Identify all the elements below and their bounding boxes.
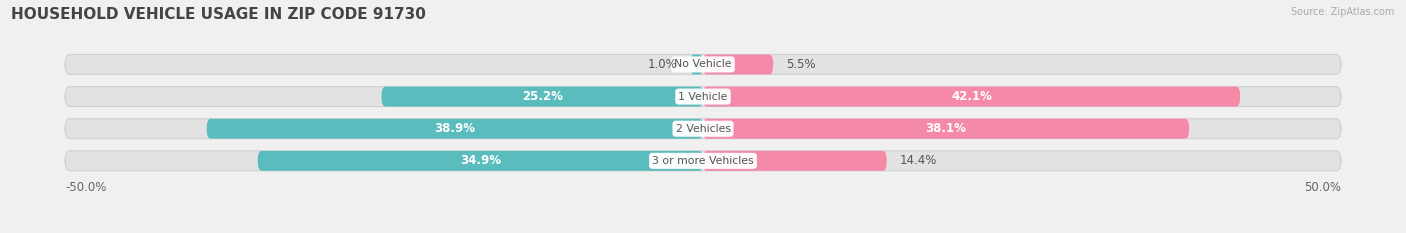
FancyBboxPatch shape — [65, 87, 1341, 106]
Text: No Vehicle: No Vehicle — [675, 59, 731, 69]
FancyBboxPatch shape — [65, 151, 1341, 171]
Text: 25.2%: 25.2% — [522, 90, 562, 103]
Text: Source: ZipAtlas.com: Source: ZipAtlas.com — [1291, 7, 1395, 17]
Text: 38.1%: 38.1% — [925, 122, 966, 135]
Text: HOUSEHOLD VEHICLE USAGE IN ZIP CODE 91730: HOUSEHOLD VEHICLE USAGE IN ZIP CODE 9173… — [11, 7, 426, 22]
FancyBboxPatch shape — [703, 119, 1189, 139]
FancyBboxPatch shape — [703, 151, 887, 171]
Text: 50.0%: 50.0% — [1303, 181, 1341, 194]
Text: 14.4%: 14.4% — [900, 154, 936, 167]
FancyBboxPatch shape — [207, 119, 703, 139]
FancyBboxPatch shape — [703, 55, 773, 74]
FancyBboxPatch shape — [703, 87, 1240, 106]
Text: 3 or more Vehicles: 3 or more Vehicles — [652, 156, 754, 166]
Text: 5.5%: 5.5% — [786, 58, 815, 71]
Text: 1.0%: 1.0% — [648, 58, 678, 71]
FancyBboxPatch shape — [690, 55, 703, 74]
Text: 42.1%: 42.1% — [950, 90, 993, 103]
FancyBboxPatch shape — [257, 151, 703, 171]
Text: 1 Vehicle: 1 Vehicle — [678, 92, 728, 102]
FancyBboxPatch shape — [381, 87, 703, 106]
FancyBboxPatch shape — [65, 119, 1341, 139]
FancyBboxPatch shape — [65, 55, 1341, 74]
Text: -50.0%: -50.0% — [65, 181, 107, 194]
Text: 34.9%: 34.9% — [460, 154, 501, 167]
Text: 2 Vehicles: 2 Vehicles — [675, 124, 731, 134]
Text: 38.9%: 38.9% — [434, 122, 475, 135]
